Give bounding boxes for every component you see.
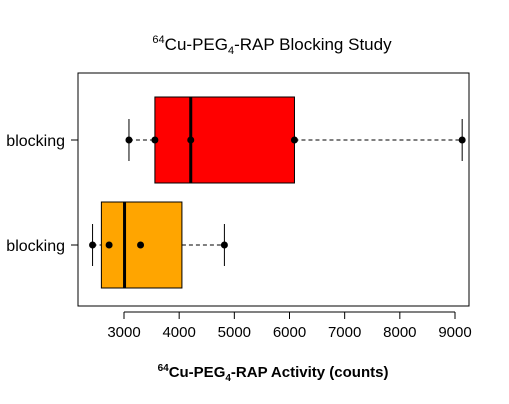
chart-title-subscript: 4 (228, 45, 234, 57)
chart-title: 64Cu-PEG4-RAP Blocking Study (152, 34, 392, 57)
category-label: blocking (6, 238, 65, 255)
x-tick-label: 6000 (273, 324, 306, 341)
x-axis-label-main: Cu-PEG (169, 364, 226, 381)
plot-layer (89, 96, 466, 289)
x-tick-label: 7000 (328, 324, 361, 341)
chart-title-main: Cu-PEG (165, 35, 228, 54)
x-tick-label: 5000 (218, 324, 251, 341)
chart-title-isotope: 64 (152, 34, 164, 46)
data-point (290, 136, 298, 144)
x-tick-label: 9000 (438, 324, 471, 341)
x-axis-label-subscript: 4 (225, 373, 231, 384)
chart-title-suffix: -RAP Blocking Study (234, 35, 392, 54)
iqr-box (100, 201, 183, 289)
data-point (125, 136, 133, 144)
box-series-1 (125, 96, 466, 184)
x-axis-label-suffix: -RAP Activity (counts) (231, 364, 389, 381)
plot-frame (77, 72, 470, 307)
data-point (105, 241, 113, 249)
category-labels: blocking blocking (6, 133, 78, 255)
x-tick-label: 3000 (107, 324, 140, 341)
data-point (137, 241, 145, 249)
x-axis: 3000 4000 5000 6000 7000 8000 9000 (107, 311, 472, 341)
data-point (187, 136, 195, 144)
x-axis-label: 64Cu-PEG4-RAP Activity (counts) (158, 363, 389, 384)
data-point (151, 136, 159, 144)
data-point (220, 241, 228, 249)
data-point (89, 241, 97, 249)
box-series-2 (89, 201, 228, 289)
x-tick-label: 4000 (162, 324, 195, 341)
x-axis-label-isotope: 64 (158, 363, 170, 374)
data-point (458, 136, 466, 144)
category-label: blocking (6, 133, 65, 150)
iqr-box (154, 96, 295, 184)
x-tick-label: 8000 (383, 324, 416, 341)
